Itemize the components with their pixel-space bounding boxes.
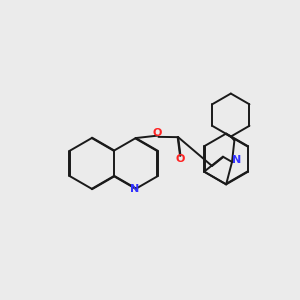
Text: N: N [232, 155, 241, 165]
Text: O: O [152, 128, 162, 138]
Text: O: O [176, 154, 185, 164]
Text: N: N [130, 184, 139, 194]
